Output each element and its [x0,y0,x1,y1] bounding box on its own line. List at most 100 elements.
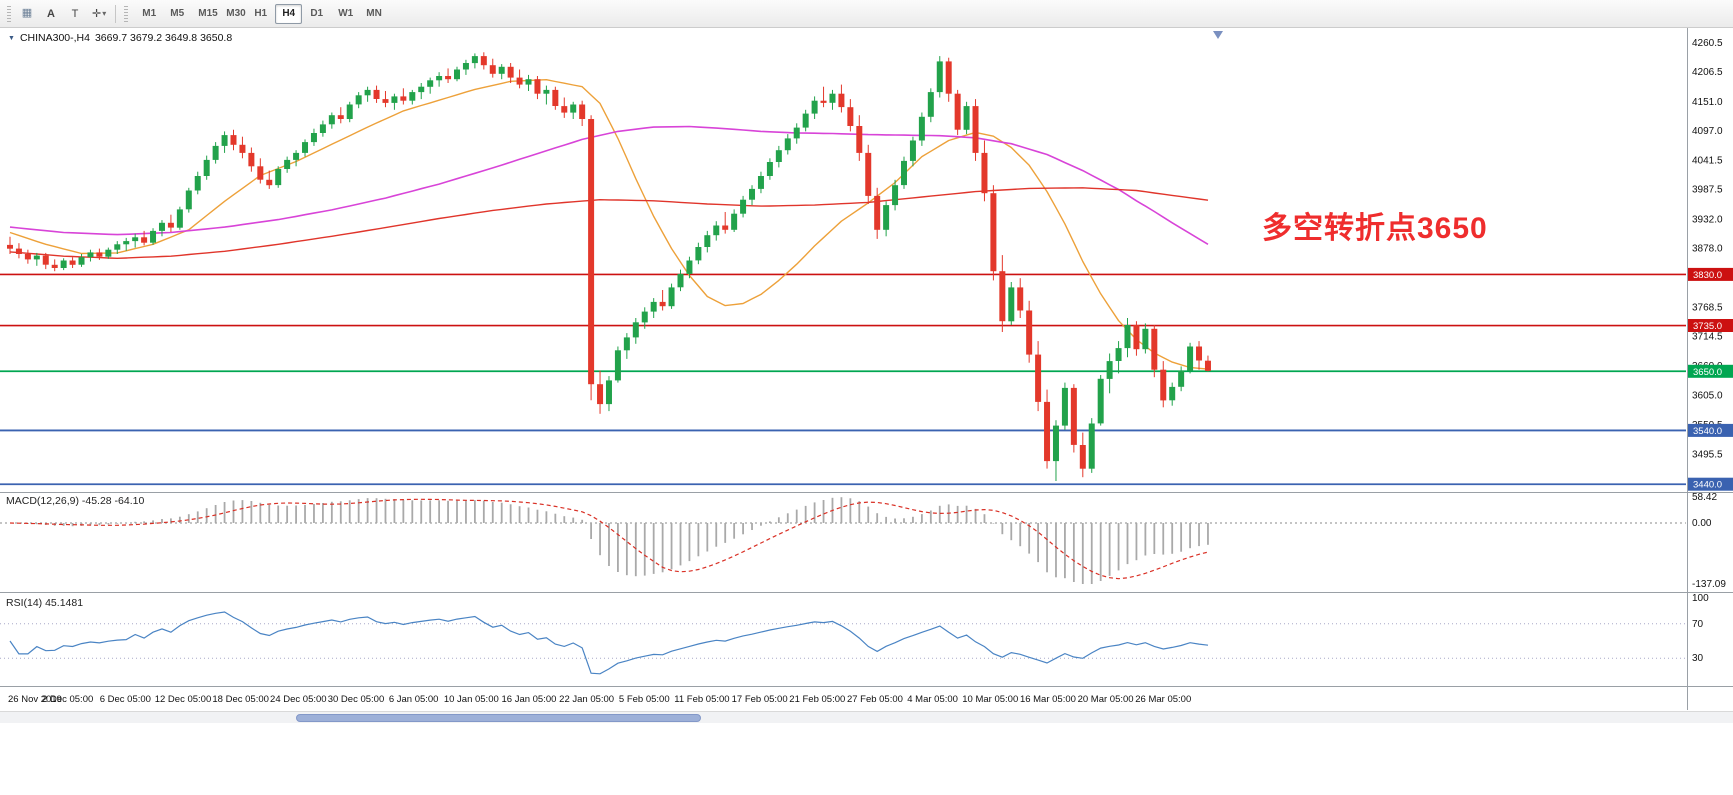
candle-body [945,61,952,94]
candle-body [302,142,309,153]
date-label: 10 Jan 05:00 [444,694,499,705]
candle-body [1052,425,1059,462]
chart-title: ▼ CHINA300-,H4 3669.7 3679.2 3649.8 3650… [8,32,232,44]
candle-body [194,176,201,191]
candle-body [1151,328,1158,370]
price-badge-label: 3735.0 [1693,321,1722,332]
candle-body [561,106,568,113]
price-badge-label: 3540.0 [1693,426,1722,437]
date-label: 24 Dec 05:00 [270,694,327,705]
annotation-tool-a-button[interactable]: A [40,3,62,24]
candle-body [525,79,532,85]
candle-body [1115,348,1122,361]
rsi-axis-label: 100 [1692,593,1709,604]
candle-body [123,241,130,245]
price-tick-label: 3987.5 [1692,185,1723,196]
candle-body [731,213,738,230]
horizontal-scrollbar[interactable] [0,711,1733,723]
toolbar-grip[interactable] [7,5,11,22]
candle-body [373,89,380,99]
date-label: 10 Mar 05:00 [962,694,1018,705]
candle-body [337,115,344,119]
price-badge-3440.0 [1688,477,1733,491]
timeframe-button-W1[interactable]: W1 [331,4,358,24]
candle-body [105,249,112,257]
price-tick-label: 4206.5 [1692,67,1723,78]
candle-body [972,106,979,153]
candle-body [1178,370,1185,387]
candle-body [293,152,300,160]
price-badge-3650.0 [1688,364,1733,378]
candle-body [534,79,541,94]
timeframe-button-M1[interactable]: M1 [135,4,162,24]
rsi-label: RSI(14) 45.1481 [6,597,84,609]
candle-body [498,66,505,74]
rsi-line [9,611,1209,675]
price-badge-3540.0 [1688,423,1733,437]
chart-annotation[interactable]: 多空转折点3650 [1262,212,1488,245]
candle-body [650,301,657,312]
date-label: 4 Mar 05:00 [907,694,958,705]
candle-body [1070,387,1077,445]
candle-body [1026,310,1033,355]
candle-body [1008,287,1015,322]
candle-body [203,159,210,176]
candle-body [1097,378,1104,424]
timeframe-button-D1[interactable]: D1 [303,4,330,24]
candle-body [659,301,666,307]
ma-line-long-red [9,187,1209,259]
timeframe-button-H1[interactable]: H1 [247,4,274,24]
symbol-dropdown-icon[interactable]: ▼ [8,34,15,42]
candle-body [668,287,675,307]
pattern-tool-button[interactable]: ▦ [16,3,38,24]
candle-body [382,99,389,103]
candle-body [865,152,872,196]
candle-body [632,322,639,338]
timeframe-button-MN[interactable]: MN [359,4,386,24]
candle-body [275,169,282,186]
symbol-period-label: CHINA300-,H4 [19,32,90,44]
candle-body [686,260,693,274]
text-tool-button[interactable]: T [64,3,86,24]
timeframe-toolbar-grip[interactable] [124,5,129,22]
candle-body [480,56,487,66]
candle-body [802,113,809,128]
candle-body [757,176,764,189]
timeframe-button-M30[interactable]: M30 [219,4,246,24]
candle-body [96,252,103,257]
candle-body [1061,387,1068,426]
candle-body [221,135,228,146]
candle-body [516,77,523,85]
candle-body [954,93,961,130]
candle-body [266,179,273,186]
price-badge-label: 3830.0 [1693,270,1722,281]
candle-body [990,193,997,272]
caret-down-icon: ▾ [102,9,107,18]
candle-body [570,104,577,113]
candle-body [999,271,1006,322]
grid-icon: ▦ [21,7,33,19]
candle-body [445,76,452,80]
timeframe-button-M5[interactable]: M5 [163,4,190,24]
candle-body [597,384,604,405]
timeframe-button-M15[interactable]: M15 [191,4,218,24]
scrollbar-thumb[interactable] [296,714,701,722]
crosshair-tool-button[interactable]: ✛ ▾ [88,3,110,24]
crosshair-icon: ✛ [92,8,102,20]
candle-body [454,69,460,80]
price-badge-label: 3440.0 [1693,480,1722,491]
candle-body [552,89,559,106]
candle-body [838,93,845,108]
candle-body [364,89,371,96]
candle-body [605,380,612,405]
timeframe-button-H4[interactable]: H4 [275,3,303,24]
chart-canvas[interactable]: 58.42 0.00 -137.09 100 70 30 4260.5 4206.5 4151.… [0,0,1733,711]
date-label: 11 Feb 05:00 [674,694,729,705]
chart-shift-marker[interactable] [1213,31,1223,39]
candle-body [391,96,398,103]
candle-body [909,140,916,161]
candle-body [60,260,67,268]
candle-body [1187,346,1194,371]
candle-body [614,350,621,381]
date-label: 30 Dec 05:00 [328,694,385,705]
